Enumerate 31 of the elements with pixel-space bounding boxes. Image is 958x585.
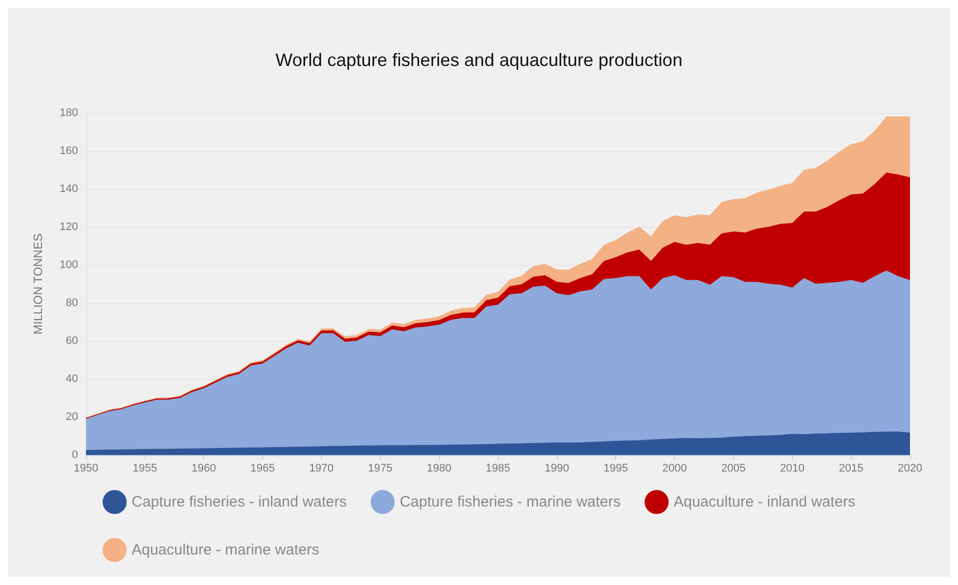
legend-label: Capture fisheries - inland waters — [132, 494, 347, 510]
y-tick-label: 160 — [60, 145, 78, 157]
x-tick-label: 2010 — [780, 462, 805, 474]
x-tick-label: 2015 — [838, 462, 864, 474]
legend-label: Aquaculture - inland waters — [674, 494, 856, 510]
legend-label: Capture fisheries - marine waters — [400, 494, 621, 510]
chart-title: World capture fisheries and aquaculture production — [276, 50, 682, 70]
x-tick-label: 2005 — [721, 462, 746, 474]
y-tick-label: 120 — [60, 221, 78, 233]
x-tick-label: 1960 — [191, 462, 216, 474]
x-tick-label: 2020 — [898, 462, 922, 474]
x-tick-label: 1955 — [132, 462, 158, 474]
y-tick-label: 180 — [60, 107, 78, 119]
y-tick-label: 40 — [66, 373, 78, 385]
x-tick-label: 2000 — [662, 462, 687, 474]
x-tick-label: 1985 — [486, 462, 510, 474]
y-tick-label: 140 — [60, 183, 78, 195]
legend-label: Aquaculture - marine waters — [132, 542, 320, 558]
y-tick-label: 100 — [60, 259, 78, 271]
x-tick-label: 1965 — [250, 462, 275, 474]
y-tick-label: 0 — [72, 449, 78, 461]
x-tick-label: 1970 — [309, 462, 334, 474]
x-tick-label: 1975 — [368, 462, 393, 474]
y-axis-title: MILLION TONNES — [31, 234, 45, 334]
y-tick-label: 60 — [66, 335, 78, 347]
y-tick-label: 80 — [66, 297, 78, 309]
x-tick-label: 1995 — [603, 462, 628, 474]
x-tick-label: 1990 — [544, 462, 570, 474]
x-tick-label: 1950 — [74, 462, 98, 474]
y-tick-label: 20 — [66, 411, 78, 423]
x-tick-label: 1980 — [426, 462, 452, 474]
